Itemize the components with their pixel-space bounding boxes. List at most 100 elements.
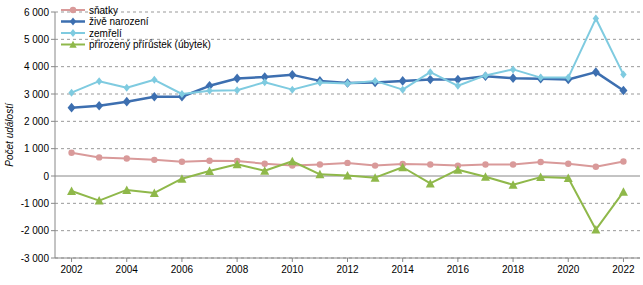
point — [95, 101, 103, 111]
grid-line — [55, 148, 640, 149]
point — [565, 74, 571, 82]
point — [482, 71, 488, 79]
point — [233, 74, 241, 84]
point — [179, 159, 185, 165]
point — [123, 97, 131, 107]
y-axis-title: Počet událostí — [4, 102, 15, 167]
point — [68, 89, 74, 97]
point — [260, 166, 269, 175]
grid-line — [55, 203, 640, 204]
point — [151, 157, 157, 163]
x-tick-label: 2008 — [226, 264, 249, 275]
point — [509, 73, 517, 83]
y-tick-label: -3 000 — [21, 253, 50, 264]
point — [179, 90, 185, 98]
x-tick — [623, 258, 624, 262]
y-axis — [55, 12, 56, 258]
legend-marker — [70, 18, 76, 26]
point — [398, 163, 407, 172]
legend-label: přirozený přírůstek (úbytek) — [89, 39, 211, 50]
point — [177, 174, 186, 183]
legend-label: sňatky — [89, 5, 118, 16]
legend-marker — [69, 41, 76, 48]
y-tick — [51, 121, 55, 122]
point — [262, 78, 268, 86]
x-tick-label: 2002 — [60, 264, 83, 275]
point — [344, 160, 350, 166]
point — [288, 157, 297, 166]
point — [96, 77, 102, 85]
point — [124, 155, 130, 161]
x-tick-label: 2018 — [502, 264, 525, 275]
point — [426, 75, 434, 85]
y-tick-label: 5 000 — [24, 34, 49, 45]
series-line — [72, 161, 624, 229]
y-tick — [51, 230, 55, 231]
x-tick — [347, 258, 348, 262]
chart: -3 000-2 000-1 00001 0002 0003 0004 0005… — [0, 0, 643, 285]
legend: sňatkyživě narozenízemřelípřirozený přír… — [61, 5, 211, 51]
x-tick-label: 2010 — [281, 264, 304, 275]
point — [205, 167, 214, 176]
y-tick — [51, 66, 55, 67]
y-tick — [51, 258, 55, 259]
grid-line — [55, 94, 640, 95]
y-tick-label: 1 000 — [24, 143, 49, 154]
point — [372, 77, 378, 85]
y-tick-label: -2 000 — [21, 225, 50, 236]
y-tick-label: 2 000 — [24, 116, 49, 127]
point — [427, 68, 433, 76]
series-line — [72, 72, 624, 108]
x-tick — [181, 258, 182, 262]
point — [564, 173, 573, 182]
point — [67, 187, 76, 196]
point — [537, 74, 543, 82]
point — [482, 161, 488, 167]
point — [399, 86, 405, 94]
point — [620, 71, 626, 79]
series-line — [72, 19, 624, 94]
point — [536, 173, 545, 182]
y-tick — [51, 148, 55, 149]
grid-line — [55, 66, 640, 67]
point — [481, 172, 490, 181]
point — [344, 80, 350, 88]
point — [233, 160, 242, 169]
x-tick — [568, 258, 569, 262]
point — [372, 162, 378, 168]
y-tick-label: -1 000 — [21, 198, 50, 209]
point — [68, 150, 74, 156]
point — [537, 159, 543, 165]
x-tick — [126, 258, 127, 262]
point — [455, 82, 461, 90]
grid-line — [55, 121, 640, 122]
x-tick — [457, 258, 458, 262]
point — [96, 154, 102, 160]
plot-area — [67, 15, 628, 234]
x-tick — [513, 258, 514, 262]
point — [453, 165, 462, 174]
point — [262, 161, 268, 167]
point — [619, 187, 628, 196]
y-tick-label: 4 000 — [24, 61, 49, 72]
series-line — [72, 153, 624, 167]
point — [399, 76, 407, 86]
y-tick — [51, 12, 55, 13]
point — [592, 67, 600, 77]
legend-label: zemřelí — [89, 28, 122, 39]
y-tick — [51, 39, 55, 40]
x-tick-label: 2020 — [557, 264, 580, 275]
x-tick-label: 2012 — [336, 264, 359, 275]
point — [510, 161, 516, 167]
x-tick-label: 2016 — [447, 264, 470, 275]
point — [122, 185, 131, 194]
point — [68, 103, 76, 113]
point — [619, 86, 627, 96]
point — [510, 65, 516, 73]
point — [593, 164, 599, 170]
point — [289, 86, 295, 94]
x-tick-label: 2006 — [171, 264, 194, 275]
legend-marker — [70, 29, 76, 37]
y-tick-label: 0 — [43, 171, 49, 182]
x-tick-label: 2014 — [392, 264, 415, 275]
